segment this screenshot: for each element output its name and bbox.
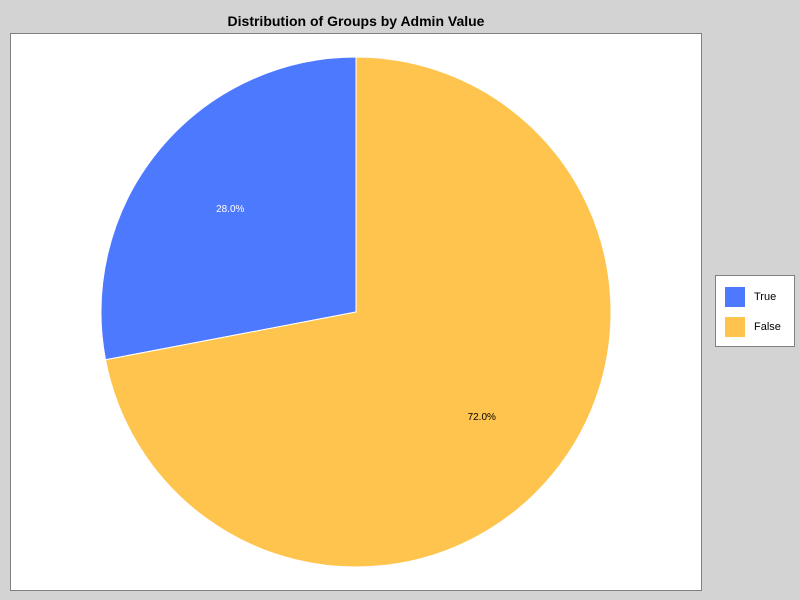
pie-slice-false: [104, 56, 612, 568]
slice-label-true: 28.0%: [216, 204, 244, 215]
legend-item-true: True: [725, 287, 776, 307]
legend-swatch-false: [725, 317, 745, 337]
legend-swatch-true: [725, 287, 745, 307]
plot-area: 28.0% 72.0%: [10, 33, 702, 591]
slice-label-false: 72.0%: [468, 412, 496, 423]
legend: True False: [715, 275, 795, 347]
chart-title: Distribution of Groups by Admin Value: [227, 13, 485, 29]
pie-chart: 28.0% 72.0%: [100, 56, 612, 568]
legend-label-true: True: [754, 291, 777, 303]
legend-label-false: False: [754, 321, 781, 333]
legend-item-false: False: [725, 317, 781, 337]
pie-slice-true: [100, 56, 357, 361]
